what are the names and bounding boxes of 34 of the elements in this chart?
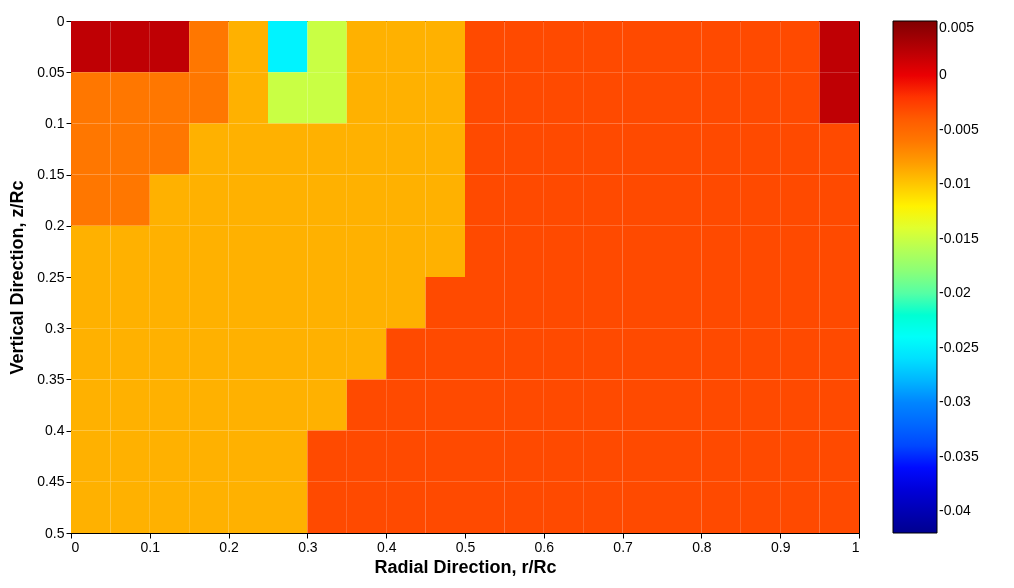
x-tick-label: 0.7 [613, 538, 634, 555]
color-bar-label: -0.02 [939, 284, 972, 301]
x-tick-label: 0.1 [140, 538, 161, 555]
color-bar-label: -0.01 [939, 175, 972, 192]
x-tick-label: 0.5 [455, 538, 476, 555]
y-tick-label: 0.45 [37, 473, 65, 490]
color-bar-label: -0.04 [939, 502, 972, 519]
y-tick-label: 0.05 [37, 63, 65, 80]
x-tick-label: 0.3 [298, 538, 318, 555]
x-tick-label: 1 [851, 538, 860, 555]
y-tick-label: 0.25 [37, 268, 65, 285]
color-bar-label: -0.005 [939, 120, 979, 137]
y-tick-label: 0.15 [37, 166, 65, 183]
color-bar-label: -0.025 [939, 338, 979, 355]
y-tick-label: 0.5 [45, 524, 65, 541]
y-tick-label: 0 [56, 12, 65, 29]
y-tick-label: 0.35 [37, 370, 65, 387]
x-tick-label: 0.9 [770, 538, 791, 555]
color-bar-label: 0 [939, 66, 947, 83]
x-axis-title: Radial Direction, r/Rc [374, 556, 557, 577]
color-bar-label: -0.015 [939, 229, 979, 246]
y-tick-label: 0.2 [45, 217, 65, 234]
x-tick-label: 0 [71, 538, 80, 555]
y-axis-title: Vertical Direction, z/Rc [7, 180, 28, 375]
y-tick-label: 0.3 [45, 319, 65, 336]
x-tick-label: 0.4 [376, 538, 397, 555]
color-bar-label: -0.035 [939, 447, 979, 464]
x-tick-label: 0.8 [692, 538, 712, 555]
y-tick-label: 0.4 [45, 422, 65, 439]
color-bar-label: 0.005 [939, 19, 975, 35]
color-bar-label: -0.03 [939, 393, 972, 410]
y-tick-label: 0.1 [45, 114, 65, 131]
x-tick-label: 0.6 [534, 538, 555, 555]
x-tick-label: 0.2 [219, 538, 240, 555]
